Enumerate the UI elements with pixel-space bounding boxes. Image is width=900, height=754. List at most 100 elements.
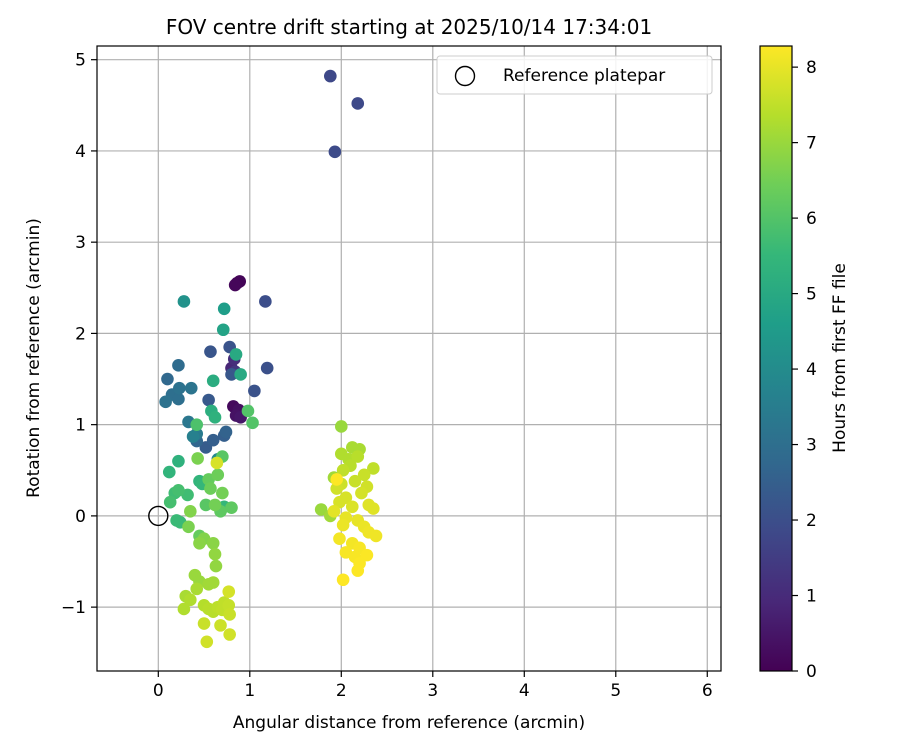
data-point xyxy=(222,585,236,598)
data-point xyxy=(351,564,365,577)
data-point xyxy=(214,619,227,632)
data-point xyxy=(177,602,191,616)
data-point xyxy=(161,372,174,386)
colorbar-label: Hours from first FF file xyxy=(830,263,850,453)
data-point xyxy=(197,617,211,630)
data-point xyxy=(159,395,172,409)
data-point xyxy=(345,500,359,514)
data-point xyxy=(202,393,215,407)
y-tick-label: 1 xyxy=(75,416,86,436)
data-point xyxy=(333,495,346,509)
data-point xyxy=(351,97,365,110)
data-point xyxy=(191,452,204,465)
colorbar-tick-label: 2 xyxy=(806,511,817,531)
data-point xyxy=(330,473,344,486)
legend-reference-marker xyxy=(454,65,476,87)
data-point xyxy=(228,278,242,292)
data-point xyxy=(216,323,230,337)
x-tick-label: 6 xyxy=(702,681,713,701)
colorbar-ticks: 0 1 2 3 4 5 6 7 8 xyxy=(792,58,817,682)
data-point xyxy=(336,573,350,587)
data-point xyxy=(190,418,204,431)
data-point xyxy=(199,498,213,512)
data-point xyxy=(336,518,350,532)
data-point xyxy=(163,495,177,509)
data-point xyxy=(234,368,247,381)
x-tick-label: 1 xyxy=(244,681,255,701)
y-axis-ticks: −1 0 1 2 3 4 5 xyxy=(61,51,97,618)
colorbar-tick-label: 0 xyxy=(806,662,817,682)
reference-marker-layer xyxy=(148,505,169,527)
data-point xyxy=(209,559,223,573)
data-point xyxy=(211,468,225,482)
data-points xyxy=(159,69,383,649)
data-point xyxy=(367,502,380,515)
data-point xyxy=(324,69,337,83)
colorbar-tick-label: 8 xyxy=(806,58,817,78)
data-point xyxy=(222,599,236,612)
data-point xyxy=(184,505,197,518)
y-tick-label: 3 xyxy=(75,233,86,253)
data-point xyxy=(162,465,176,479)
y-tick-label: 0 xyxy=(75,507,86,527)
data-point xyxy=(172,359,185,372)
data-point xyxy=(223,608,236,621)
data-point xyxy=(369,529,383,543)
data-point xyxy=(186,430,200,443)
colorbar-tick-label: 1 xyxy=(806,587,817,607)
plot-frame xyxy=(96,45,722,672)
data-point xyxy=(172,484,185,497)
colorbar-tick-label: 4 xyxy=(806,360,817,380)
data-point xyxy=(216,486,229,500)
data-point xyxy=(206,576,220,589)
data-point xyxy=(184,381,198,395)
data-point xyxy=(177,295,191,308)
y-axis-label: Rotation from reference (arcmin) xyxy=(24,218,44,498)
data-point xyxy=(225,501,238,514)
data-point xyxy=(219,425,233,439)
data-point xyxy=(208,547,222,561)
reference-platepar-marker xyxy=(148,505,169,527)
data-point xyxy=(260,361,274,375)
data-point xyxy=(259,295,272,308)
data-point xyxy=(328,145,342,159)
data-point xyxy=(184,593,197,607)
data-point xyxy=(246,416,259,430)
x-tick-label: 0 xyxy=(153,681,164,701)
data-point xyxy=(348,474,362,488)
data-point xyxy=(206,433,220,447)
y-tick-label: −1 xyxy=(61,598,86,618)
data-point xyxy=(193,536,206,550)
data-point xyxy=(333,532,346,546)
data-point xyxy=(327,505,341,518)
data-point xyxy=(223,628,236,641)
y-tick-label: 5 xyxy=(75,51,86,71)
colorbar-gradient xyxy=(759,45,793,672)
y-tick-label: 4 xyxy=(75,142,86,162)
data-point xyxy=(351,450,365,463)
data-point xyxy=(190,582,204,596)
data-point xyxy=(210,456,224,470)
data-point xyxy=(206,536,220,550)
data-point xyxy=(217,302,231,316)
x-tick-label: 3 xyxy=(427,681,438,701)
data-point xyxy=(336,463,350,477)
colorbar-tick-label: 6 xyxy=(806,209,817,229)
colorbar: 0 1 2 3 4 5 6 7 8 Hours from first FF file xyxy=(759,45,850,682)
data-point xyxy=(172,392,185,406)
data-point xyxy=(360,548,374,562)
data-point xyxy=(334,420,348,433)
data-point xyxy=(173,381,186,395)
data-point xyxy=(204,482,217,495)
data-point xyxy=(314,503,328,516)
data-point xyxy=(200,635,214,649)
data-point xyxy=(357,468,371,482)
data-point xyxy=(330,482,344,495)
chart-title: FOV centre drift starting at 2025/10/14 … xyxy=(166,15,652,39)
y-tick-label: 2 xyxy=(75,324,86,344)
colorbar-tick-label: 5 xyxy=(806,285,817,305)
data-point xyxy=(229,348,243,361)
data-point xyxy=(241,404,255,418)
data-point xyxy=(225,368,238,381)
